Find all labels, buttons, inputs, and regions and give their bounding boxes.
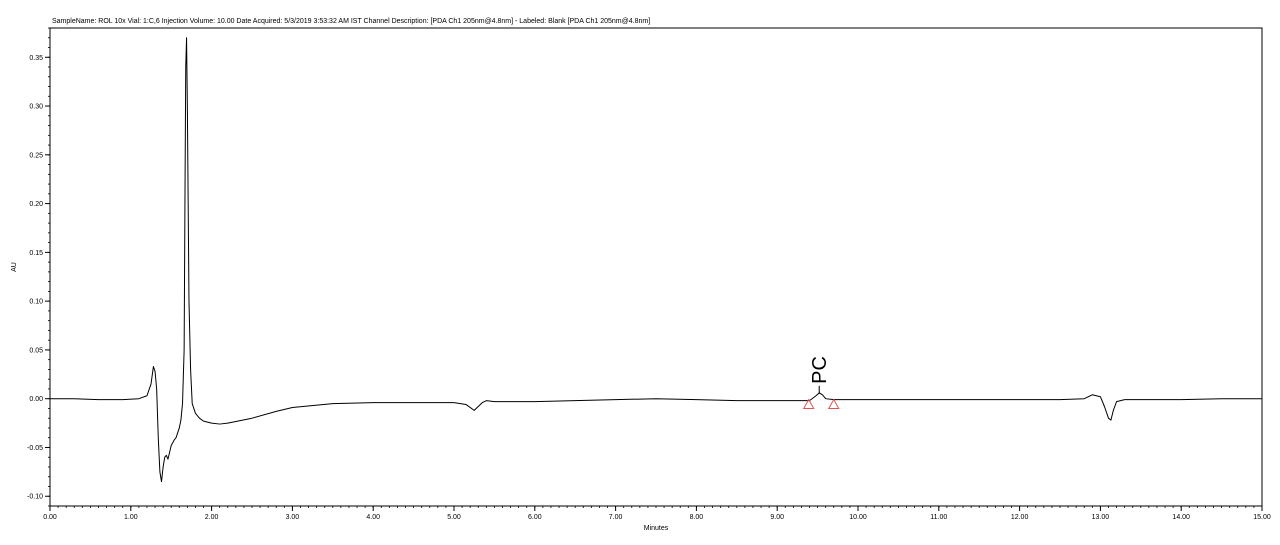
x-tick-label: 9.00 bbox=[770, 514, 784, 521]
y-tick-label: 0.00 bbox=[29, 396, 43, 403]
y-tick-label: 0.35 bbox=[29, 55, 43, 62]
x-tick-label: 5.00 bbox=[447, 514, 461, 521]
plot-frame bbox=[49, 27, 1263, 507]
series-line bbox=[50, 37, 1262, 483]
x-tick-label: 2.00 bbox=[205, 514, 219, 521]
x-axis-label: Minutes bbox=[644, 525, 669, 532]
y-tick-label: 0.20 bbox=[29, 201, 43, 208]
y-tick-label: 0.05 bbox=[29, 347, 43, 354]
y-axis-label: AU bbox=[11, 262, 18, 272]
plot-border bbox=[49, 27, 1263, 507]
integration-marker bbox=[802, 398, 815, 410]
y-axis: -0.10 -0.05 0.00 0.05 0.10 0.15 0.20 0.25 0.30 0.… bbox=[27, 27, 50, 507]
x-tick-label: 12.00 bbox=[1011, 514, 1029, 521]
x-tick-label: 8.00 bbox=[690, 514, 704, 521]
x-tick-label: 14.00 bbox=[1172, 514, 1190, 521]
y-tick-label: -0.05 bbox=[27, 445, 43, 452]
x-tick-label: 3.00 bbox=[286, 514, 300, 521]
plot-area: PC bbox=[50, 37, 1262, 483]
y-tick-label: 0.30 bbox=[29, 104, 43, 111]
chart-title: SampleName: ROL 10x Vial: 1:C,6 Injectio… bbox=[52, 18, 650, 25]
x-tick-label: 4.00 bbox=[366, 514, 380, 521]
y-tick-label: 0.10 bbox=[29, 299, 43, 306]
x-tick-label: 13.00 bbox=[1092, 514, 1110, 521]
x-axis: 0.00 1.00 2.00 3.00 4.00 5.00 6.00 7.00 8.00 9.00… bbox=[43, 506, 1271, 521]
y-tick-label: -0.10 bbox=[27, 494, 43, 501]
x-tick-label: 11.00 bbox=[930, 514, 947, 521]
x-tick-label: 10.00 bbox=[849, 514, 867, 521]
x-tick-label: 1.00 bbox=[124, 514, 138, 521]
x-tick-label: 0.00 bbox=[43, 514, 57, 521]
integration-marker bbox=[827, 398, 840, 410]
x-tick-label: 15.00 bbox=[1253, 514, 1271, 521]
y-tick-label: 0.15 bbox=[29, 250, 43, 257]
x-tick-label: 7.00 bbox=[609, 514, 623, 521]
x-tick-label: 6.00 bbox=[528, 514, 542, 521]
peak-label: PC bbox=[809, 356, 831, 384]
y-tick-label: 0.25 bbox=[29, 152, 43, 159]
